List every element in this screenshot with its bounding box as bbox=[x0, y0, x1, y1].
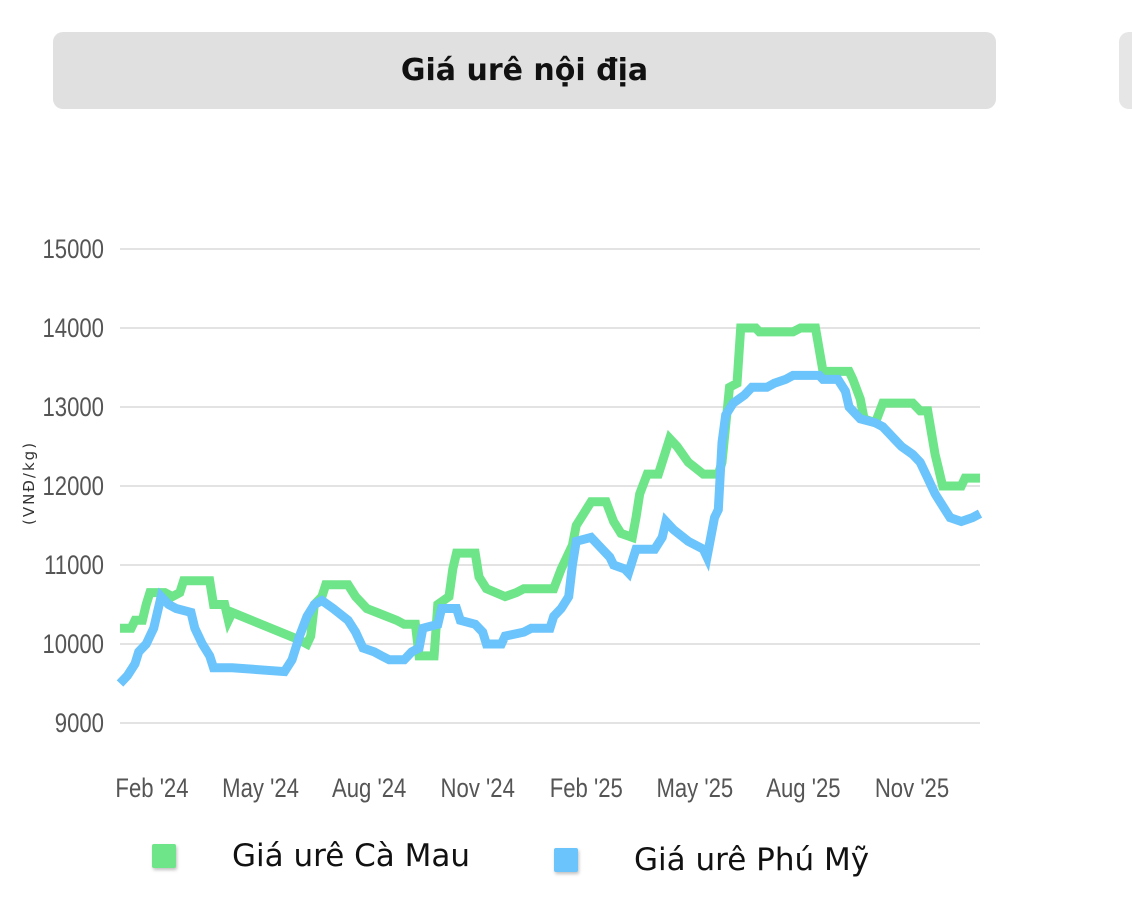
y-tick-label: 14000 bbox=[42, 314, 104, 344]
x-tick-label: May '24 bbox=[222, 774, 299, 804]
legend-item-phu-my: Giá urê Phú Mỹ bbox=[554, 842, 869, 878]
x-tick-label: Aug '25 bbox=[766, 774, 840, 804]
x-tick-label: Nov '24 bbox=[441, 774, 515, 804]
y-tick-label: 9000 bbox=[55, 709, 104, 739]
chart-title: Giá urê nội địa bbox=[400, 53, 649, 88]
x-tick-label: Feb '25 bbox=[550, 774, 623, 804]
y-tick-label: 13000 bbox=[42, 393, 104, 423]
y-tick-label: 12000 bbox=[42, 472, 104, 502]
gridlines bbox=[120, 248, 980, 724]
legend-label-ca-mau: Giá urê Cà Mau bbox=[232, 838, 471, 874]
x-tick-label: Nov '25 bbox=[875, 774, 949, 804]
legend-swatch-ca-mau bbox=[152, 844, 176, 868]
x-tick-label: Feb '24 bbox=[115, 774, 188, 804]
series-line-ca-mau bbox=[120, 323, 980, 661]
price-line-chart: 9000 10000 11000 12000 13000 14000 15000 Feb '… bbox=[20, 235, 983, 804]
legend-swatch-phu-my bbox=[554, 848, 578, 872]
chart-title-card: Giá urê nội địa bbox=[53, 32, 996, 109]
x-tick-label: May '25 bbox=[656, 774, 733, 804]
y-tick-label: 15000 bbox=[42, 235, 104, 265]
y-axis-ticks: 9000 10000 11000 12000 13000 14000 15000 bbox=[42, 235, 104, 739]
x-axis-ticks: Feb '24 May '24 Aug '24 Nov '24 Feb '25 May '… bbox=[115, 774, 949, 804]
series-line-phu-my bbox=[116, 370, 983, 687]
legend-label-phu-my: Giá urê Phú Mỹ bbox=[634, 842, 870, 878]
legend-item-ca-mau: Giá urê Cà Mau bbox=[152, 838, 470, 874]
y-axis-label: (VNĐ/kg) bbox=[20, 441, 38, 525]
adjacent-card-edge bbox=[1119, 32, 1132, 109]
series-lines bbox=[116, 323, 983, 687]
x-tick-label: Aug '24 bbox=[332, 774, 406, 804]
y-tick-label: 11000 bbox=[44, 551, 104, 581]
y-tick-label: 10000 bbox=[42, 630, 104, 660]
